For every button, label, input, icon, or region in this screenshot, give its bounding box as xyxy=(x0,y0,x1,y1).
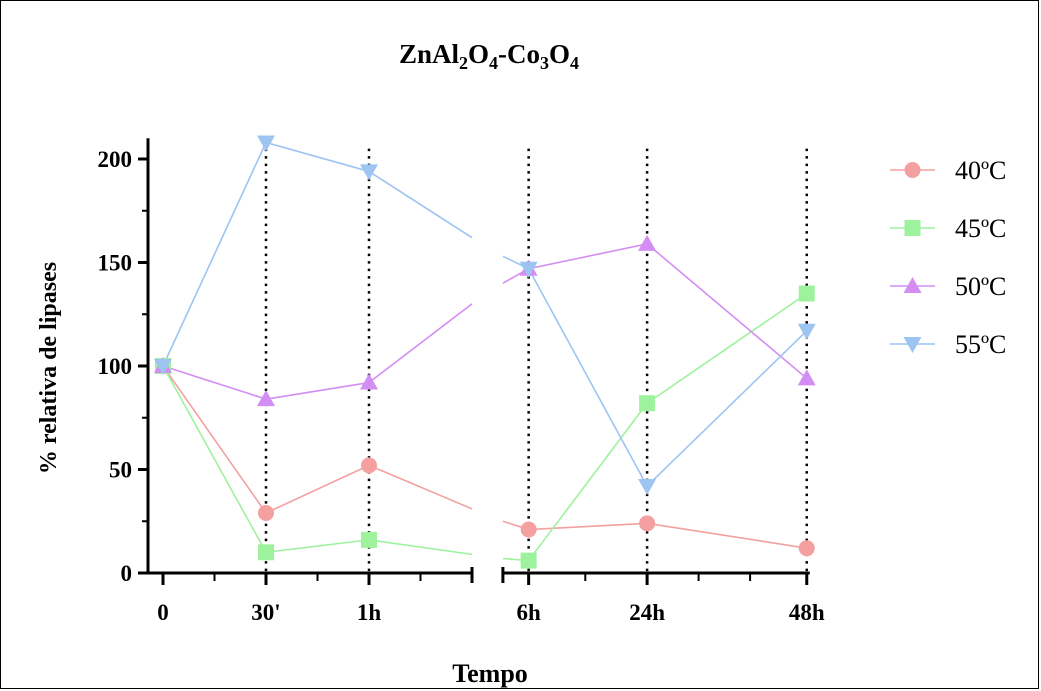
series-line-left-0 xyxy=(162,365,473,514)
y-tick-label: 0 xyxy=(121,561,133,586)
data-point-3-1 xyxy=(257,135,275,152)
dotted-reference-lines xyxy=(264,148,808,573)
legend-label-0: 40ºC xyxy=(955,156,1006,185)
x-tick-label: 6h xyxy=(517,600,542,625)
data-point-2-5 xyxy=(797,369,816,386)
data-point-2-4 xyxy=(638,234,657,251)
series-markers xyxy=(154,135,816,569)
legend-marker-1 xyxy=(904,220,921,236)
series-line-left-1 xyxy=(162,365,473,556)
x-tick-label: 1h xyxy=(357,600,382,625)
y-tick-label: 200 xyxy=(98,147,133,172)
x-tick-label: 24h xyxy=(629,600,665,625)
x-tick-label: 0 xyxy=(157,600,169,625)
axes: 0 50 100 150 200 0 30' 1h 6h 24h 48h xyxy=(98,138,825,625)
data-point-3-0 xyxy=(154,359,172,375)
legend-marker-0 xyxy=(904,162,921,178)
x-tick-label: 48h xyxy=(789,600,825,625)
series-line-right-3 xyxy=(502,255,808,488)
legend-label-3: 55ºC xyxy=(955,330,1006,359)
data-point-3-4 xyxy=(638,479,657,496)
data-point-1-2 xyxy=(361,531,377,548)
data-point-1-5 xyxy=(798,285,815,302)
y-tick-label: 150 xyxy=(98,251,133,276)
legend-label-2: 50ºC xyxy=(955,272,1006,301)
data-point-0-1 xyxy=(258,504,274,521)
series-line-right-1 xyxy=(502,292,808,562)
data-point-3-2 xyxy=(360,164,378,181)
y-tick-label: 50 xyxy=(109,458,132,483)
data-point-1-3 xyxy=(520,552,537,569)
data-point-0-4 xyxy=(639,515,656,532)
legend-marker-2 xyxy=(903,277,922,293)
series-line-right-0 xyxy=(502,520,807,549)
series-line-left-2 xyxy=(162,303,473,400)
legend-marker-3 xyxy=(903,337,922,353)
data-point-2-1 xyxy=(257,390,275,407)
series-lines xyxy=(162,141,808,562)
y-axis-label: % relativa de lipases xyxy=(36,262,62,474)
series-line-left-3 xyxy=(162,141,473,367)
legend: 40ºC 45ºC 50ºC 55ºC xyxy=(890,156,1006,359)
y-tick-label: 100 xyxy=(98,354,133,379)
x-tick-label: 30' xyxy=(251,600,280,625)
legend-label-1: 45ºC xyxy=(955,214,1006,243)
data-point-1-4 xyxy=(639,395,656,412)
data-point-3-5 xyxy=(797,323,816,340)
series-line-right-2 xyxy=(502,243,808,380)
data-point-0-5 xyxy=(798,540,815,557)
x-axis-label: Tempo xyxy=(452,659,528,688)
chart-title: ZnAl2O4-Co3O4 xyxy=(399,39,579,73)
data-point-1-1 xyxy=(258,544,274,561)
data-point-2-2 xyxy=(360,373,378,390)
data-point-0-3 xyxy=(520,521,537,538)
data-point-0-2 xyxy=(361,457,377,474)
data-point-3-3 xyxy=(519,261,538,278)
